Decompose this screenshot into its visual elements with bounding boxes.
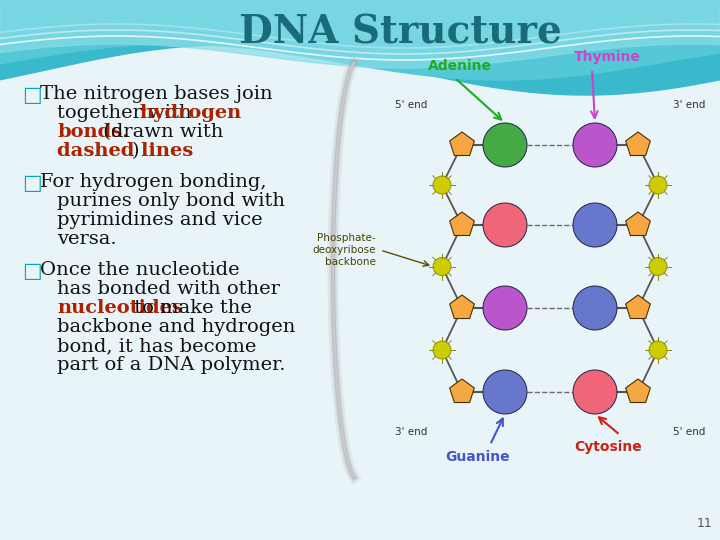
Text: Guanine: Guanine	[446, 450, 510, 464]
Text: versa.: versa.	[57, 230, 117, 248]
Text: backbone and hydrogen: backbone and hydrogen	[57, 318, 295, 336]
Circle shape	[649, 341, 667, 359]
Text: pyrimidines and vice: pyrimidines and vice	[57, 211, 263, 229]
Circle shape	[483, 123, 527, 167]
Text: Cytosine: Cytosine	[574, 440, 642, 454]
Circle shape	[573, 286, 617, 330]
Circle shape	[573, 203, 617, 247]
Text: Adenine: Adenine	[428, 59, 492, 73]
Text: DNA Structure: DNA Structure	[238, 13, 562, 51]
Text: to make the: to make the	[128, 299, 252, 317]
Text: □: □	[22, 261, 42, 281]
Polygon shape	[626, 132, 650, 156]
Text: part of a DNA polymer.: part of a DNA polymer.	[57, 356, 286, 374]
Circle shape	[649, 176, 667, 194]
Text: 11: 11	[696, 517, 712, 530]
Polygon shape	[626, 212, 650, 235]
Circle shape	[573, 370, 617, 414]
Text: dashed lines: dashed lines	[57, 142, 193, 160]
Circle shape	[483, 370, 527, 414]
Text: together with: together with	[57, 104, 198, 122]
Text: 3' end: 3' end	[673, 100, 706, 110]
Polygon shape	[449, 379, 474, 402]
Text: hydrogen: hydrogen	[139, 104, 241, 122]
Text: Thymine: Thymine	[574, 50, 641, 64]
Circle shape	[483, 286, 527, 330]
Text: bonds.: bonds.	[57, 123, 129, 141]
Polygon shape	[626, 295, 650, 319]
Text: Phosphate-
deoxyribose
backbone: Phosphate- deoxyribose backbone	[312, 233, 376, 267]
Text: ): )	[132, 142, 140, 160]
Text: For hydrogen bonding,: For hydrogen bonding,	[40, 173, 266, 191]
Text: (drawn with: (drawn with	[97, 123, 223, 141]
Text: has bonded with other: has bonded with other	[57, 280, 280, 298]
Text: □: □	[22, 173, 42, 193]
Polygon shape	[626, 379, 650, 402]
Circle shape	[573, 123, 617, 167]
Circle shape	[433, 341, 451, 359]
Text: □: □	[22, 85, 42, 105]
Circle shape	[433, 258, 451, 275]
Text: purines only bond with: purines only bond with	[57, 192, 285, 210]
Text: bond, it has become: bond, it has become	[57, 337, 256, 355]
Text: 5' end: 5' end	[673, 427, 706, 437]
Text: 5' end: 5' end	[395, 100, 427, 110]
Text: 3' end: 3' end	[395, 427, 427, 437]
Text: The nitrogen bases join: The nitrogen bases join	[40, 85, 273, 103]
Circle shape	[433, 176, 451, 194]
Circle shape	[649, 258, 667, 275]
Text: Once the nucleotide: Once the nucleotide	[40, 261, 240, 279]
Circle shape	[483, 203, 527, 247]
Polygon shape	[449, 212, 474, 235]
Text: nucleotides: nucleotides	[57, 299, 183, 317]
Polygon shape	[449, 295, 474, 319]
Polygon shape	[449, 132, 474, 156]
